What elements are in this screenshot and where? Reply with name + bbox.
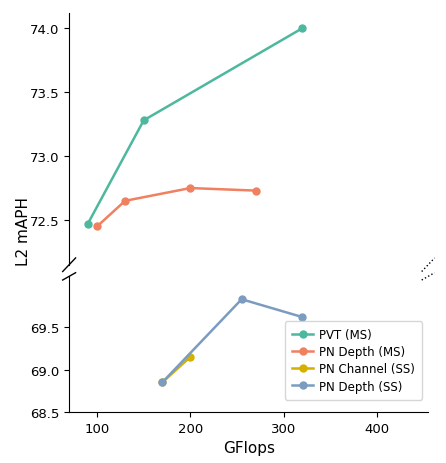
PN Depth (SS)	[160, 380, 165, 385]
Text: L2 mAPH: L2 mAPH	[16, 197, 31, 266]
PN Depth (MS)	[122, 199, 128, 204]
PN Depth (MS)	[122, 58, 128, 64]
Line: PN Depth (MS): PN Depth (MS)	[94, 49, 259, 81]
PN Depth (MS)	[253, 188, 258, 194]
PVT (MS)	[141, 118, 146, 124]
Line: PVT (MS): PVT (MS)	[84, 26, 306, 228]
PVT (MS)	[85, 222, 91, 227]
PN Depth (MS)	[188, 50, 193, 56]
X-axis label: GFlops: GFlops	[223, 440, 275, 455]
PN Depth (SS)	[239, 297, 244, 302]
Line: PN Depth (MS): PN Depth (MS)	[94, 185, 259, 231]
Line: PVT (MS): PVT (MS)	[84, 0, 306, 80]
PN Depth (MS)	[95, 224, 100, 230]
Line: PN Depth (SS): PN Depth (SS)	[159, 296, 306, 386]
PN Channel (SS)	[188, 354, 193, 360]
PN Depth (SS)	[300, 314, 305, 320]
Legend: PVT (MS), PN Depth (MS), PN Channel (SS), PN Depth (SS): PVT (MS), PN Depth (MS), PN Channel (SS)…	[285, 321, 422, 400]
PN Depth (MS)	[95, 75, 100, 81]
Line: PN Channel (SS): PN Channel (SS)	[159, 354, 194, 386]
PVT (MS)	[300, 26, 305, 32]
PN Depth (MS)	[253, 51, 258, 57]
PN Depth (MS)	[188, 186, 193, 191]
PVT (MS)	[141, 5, 146, 11]
PN Channel (SS)	[160, 380, 165, 385]
PVT (MS)	[85, 74, 91, 79]
